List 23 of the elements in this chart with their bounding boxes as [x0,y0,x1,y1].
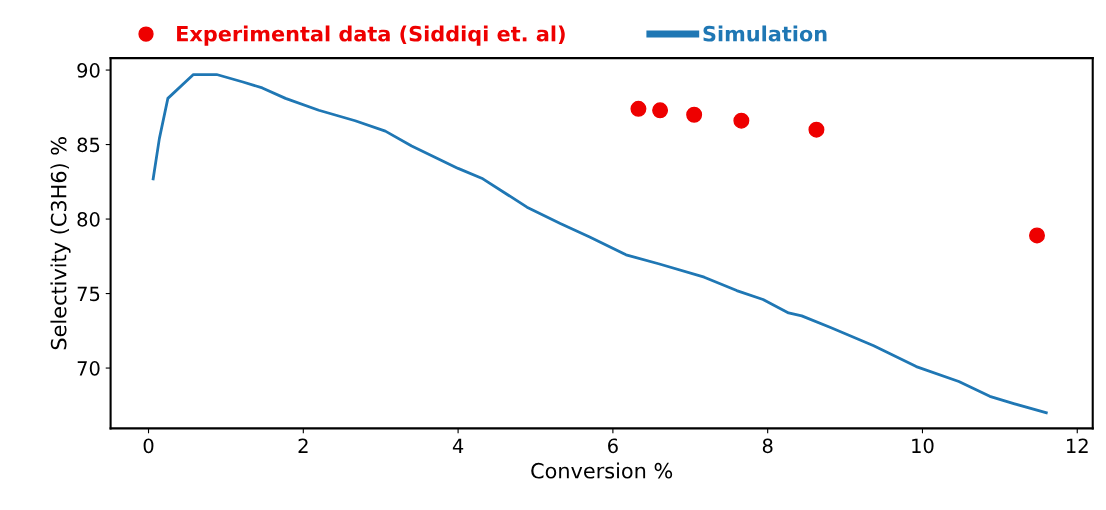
point [630,100,647,117]
point [733,112,750,129]
x-tick-label: 6 [608,438,618,454]
point [652,102,669,119]
y-tick-label: 75 [77,286,100,302]
x-axis-title: Conversion % [531,462,673,479]
x-tick-label: 0 [143,438,154,454]
point [686,106,703,123]
y-tick-label: 70 [77,361,100,376]
x-tick-label: 10 [912,438,934,454]
point [1029,227,1045,244]
line-series [151,73,1048,415]
y-tick-label: 90 [77,63,100,78]
x-tick-label: 4 [452,438,464,453]
x-tick-label: 12 [1067,438,1088,453]
y-tick-label: 85 [77,137,100,153]
x-tick-label: 2 [298,438,308,453]
y-axis-title: Selectivity (C3H6) % [50,137,71,350]
legend-label: Simulation [703,25,827,42]
y-tick-label: 80 [77,212,100,227]
point [808,121,825,138]
legend-label: Experimental data (Siddiqi et. al) [177,25,565,46]
x-tick-label: 8 [762,438,773,454]
